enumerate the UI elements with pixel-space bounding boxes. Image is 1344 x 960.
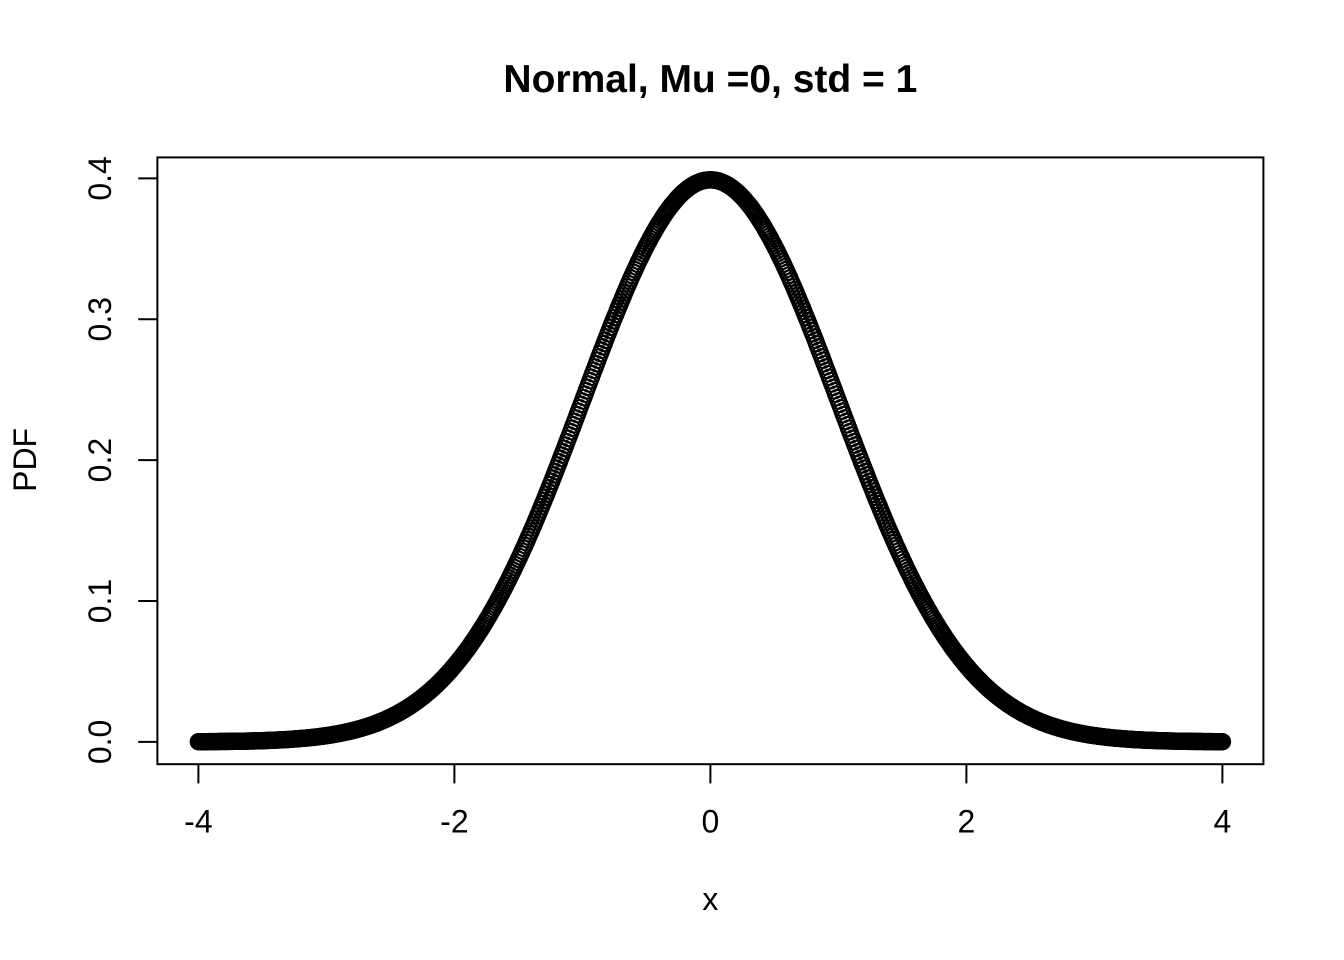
svg-text:0.3: 0.3 (82, 297, 118, 341)
svg-text:2: 2 (958, 804, 976, 840)
svg-text:4: 4 (1214, 804, 1232, 840)
svg-text:x: x (702, 881, 718, 917)
svg-text:PDF: PDF (7, 428, 43, 492)
svg-text:0.1: 0.1 (82, 579, 118, 623)
svg-text:0.0: 0.0 (82, 720, 118, 764)
svg-text:0: 0 (702, 804, 720, 840)
svg-text:0.2: 0.2 (82, 438, 118, 482)
svg-text:-2: -2 (440, 804, 468, 840)
svg-text:Normal, Mu =0, std = 1: Normal, Mu =0, std = 1 (503, 58, 917, 101)
svg-text:0.4: 0.4 (82, 156, 118, 200)
svg-text:-4: -4 (184, 804, 212, 840)
